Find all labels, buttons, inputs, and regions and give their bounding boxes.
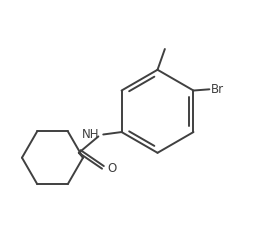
Text: NH: NH bbox=[82, 128, 100, 141]
Text: O: O bbox=[107, 162, 117, 175]
Text: Br: Br bbox=[211, 83, 224, 96]
